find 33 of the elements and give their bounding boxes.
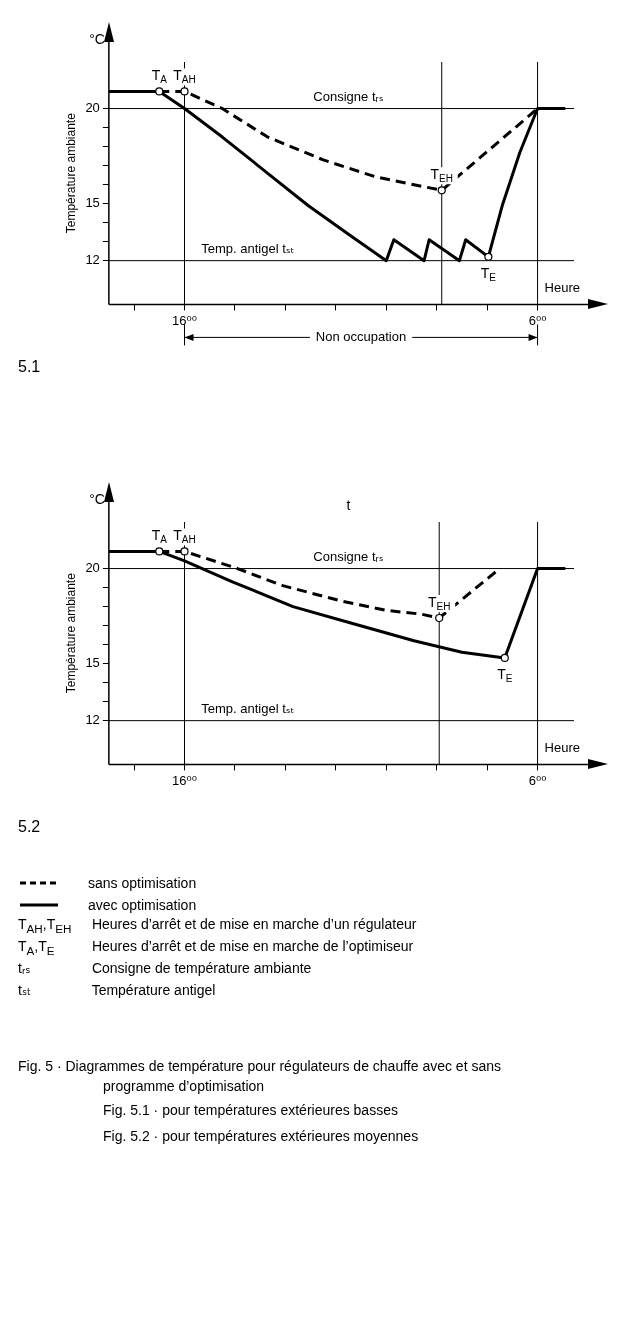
ref-line-label: Temp. antigel tₛₜ — [201, 241, 295, 257]
x-tick-label: 6⁰⁰ — [528, 772, 547, 788]
caption: Fig. 5.1 · pour températures extérieures basses — [103, 1101, 398, 1120]
y-axis-title: Température ambiante — [63, 572, 78, 694]
annotation: t — [346, 496, 351, 513]
caption: Fig. 5 · Diagrammes de température pour régulateurs de chauffe avec et sans programme d’optimisation — [18, 1057, 502, 1096]
y-tick-label: 12 — [85, 252, 100, 268]
x-tick-label: 6⁰⁰ — [528, 312, 547, 328]
text: 5.1 — [18, 358, 41, 376]
ref-line-label: Consigne tᵣₛ — [313, 89, 384, 105]
text: °C — [89, 30, 105, 47]
text: T$_{AH}$,T$_{EH}$ Heures d’arrêt et de mise en marche d’un régulateur — [18, 916, 417, 935]
legend-label: avec optimisation — [88, 897, 197, 913]
text: tₛₜ Température antigel — [18, 982, 216, 998]
text: Non occupation — [315, 328, 407, 344]
x-axis-title: Heure — [544, 279, 581, 295]
ref-line-label: Temp. antigel tₛₜ — [201, 701, 295, 717]
y-tick-label: 15 — [85, 655, 100, 671]
text: T$_{A}$,T$_{E}$ Heures d’arrêt et de mise en marche de l’optimiseur — [18, 938, 414, 957]
x-tick-label: 16⁰⁰ — [172, 772, 197, 788]
y-tick-label: 15 — [85, 195, 100, 211]
y-tick-label: 20 — [85, 100, 100, 116]
caption: Fig. 5.2 · pour températures extérieures moyennes — [103, 1127, 419, 1146]
text: °C — [89, 490, 105, 507]
y-tick-label: 20 — [85, 560, 100, 576]
text: tᵣₛ Consigne de température ambiante — [18, 960, 312, 976]
y-axis-title: Température ambiante — [63, 112, 78, 234]
x-axis-title: Heure — [544, 739, 581, 755]
y-tick-label: 12 — [85, 712, 100, 728]
ref-line-label: Consigne tᵣₛ — [313, 549, 384, 565]
legend-label: sans optimisation — [88, 875, 197, 891]
x-tick-label: 16⁰⁰ — [172, 312, 197, 328]
text: 5.2 — [18, 818, 41, 836]
